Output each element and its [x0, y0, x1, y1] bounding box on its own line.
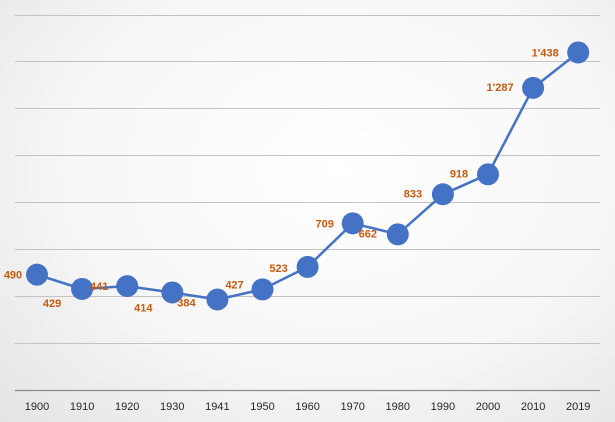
- data-label-2000: 918: [450, 168, 468, 180]
- data-label-1980: 662: [359, 228, 377, 240]
- data-label-1970: 709: [316, 218, 334, 230]
- data-point-1900: [26, 263, 48, 286]
- x-tick-label-1980: 1980: [386, 401, 410, 413]
- x-tick-label-1930: 1930: [160, 401, 184, 413]
- data-point-1990: [431, 183, 454, 206]
- x-tick-label-1941: 1941: [205, 401, 229, 413]
- data-point-1930: [161, 281, 184, 304]
- data-point-1970: [341, 212, 364, 235]
- x-tick-label-2010: 2010: [521, 401, 545, 413]
- x-tick-label-1950: 1950: [250, 401, 274, 413]
- data-point-1941: [206, 288, 229, 311]
- data-label-1930: 414: [134, 302, 153, 314]
- x-tick-label-2019: 2019: [566, 401, 590, 413]
- data-point-1910: [71, 277, 94, 300]
- x-axis: 1900 1910 1920 1930 1941 1950 1960 1970 1980 1990…: [25, 401, 591, 413]
- data-label-1910: 429: [43, 298, 61, 310]
- data-point-2000: [477, 163, 499, 186]
- x-tick-label-1910: 1910: [70, 401, 94, 413]
- data-label-1960: 523: [269, 263, 287, 275]
- data-labels: 490 429 441 414 384 427 523 709 662 833 918 1'287 1'…: [4, 47, 559, 314]
- data-point-1920: [116, 275, 139, 298]
- x-tick-label-1990: 1990: [431, 401, 455, 413]
- data-label-2010: 1'287: [487, 82, 514, 94]
- x-tick-label-1900: 1900: [25, 401, 49, 413]
- data-label-2019: 1'438: [532, 47, 559, 59]
- x-tick-label-2000: 2000: [476, 401, 500, 413]
- series: [26, 41, 590, 311]
- x-tick-label-1920: 1920: [115, 401, 139, 413]
- data-label-1920: 441: [90, 281, 108, 293]
- x-tick-label-1970: 1970: [340, 401, 364, 413]
- data-label-1950: 427: [225, 279, 243, 291]
- data-label-1990: 833: [404, 188, 422, 200]
- data-label-1900: 490: [4, 270, 22, 282]
- data-point-1980: [386, 223, 409, 246]
- x-tick-label-1960: 1960: [295, 401, 319, 413]
- data-label-1941: 384: [177, 298, 196, 310]
- data-point-1950: [251, 278, 274, 301]
- data-point-1960: [296, 255, 319, 278]
- gridlines: [15, 15, 600, 392]
- data-point-2010: [522, 76, 545, 99]
- data-point-2019: [567, 41, 590, 64]
